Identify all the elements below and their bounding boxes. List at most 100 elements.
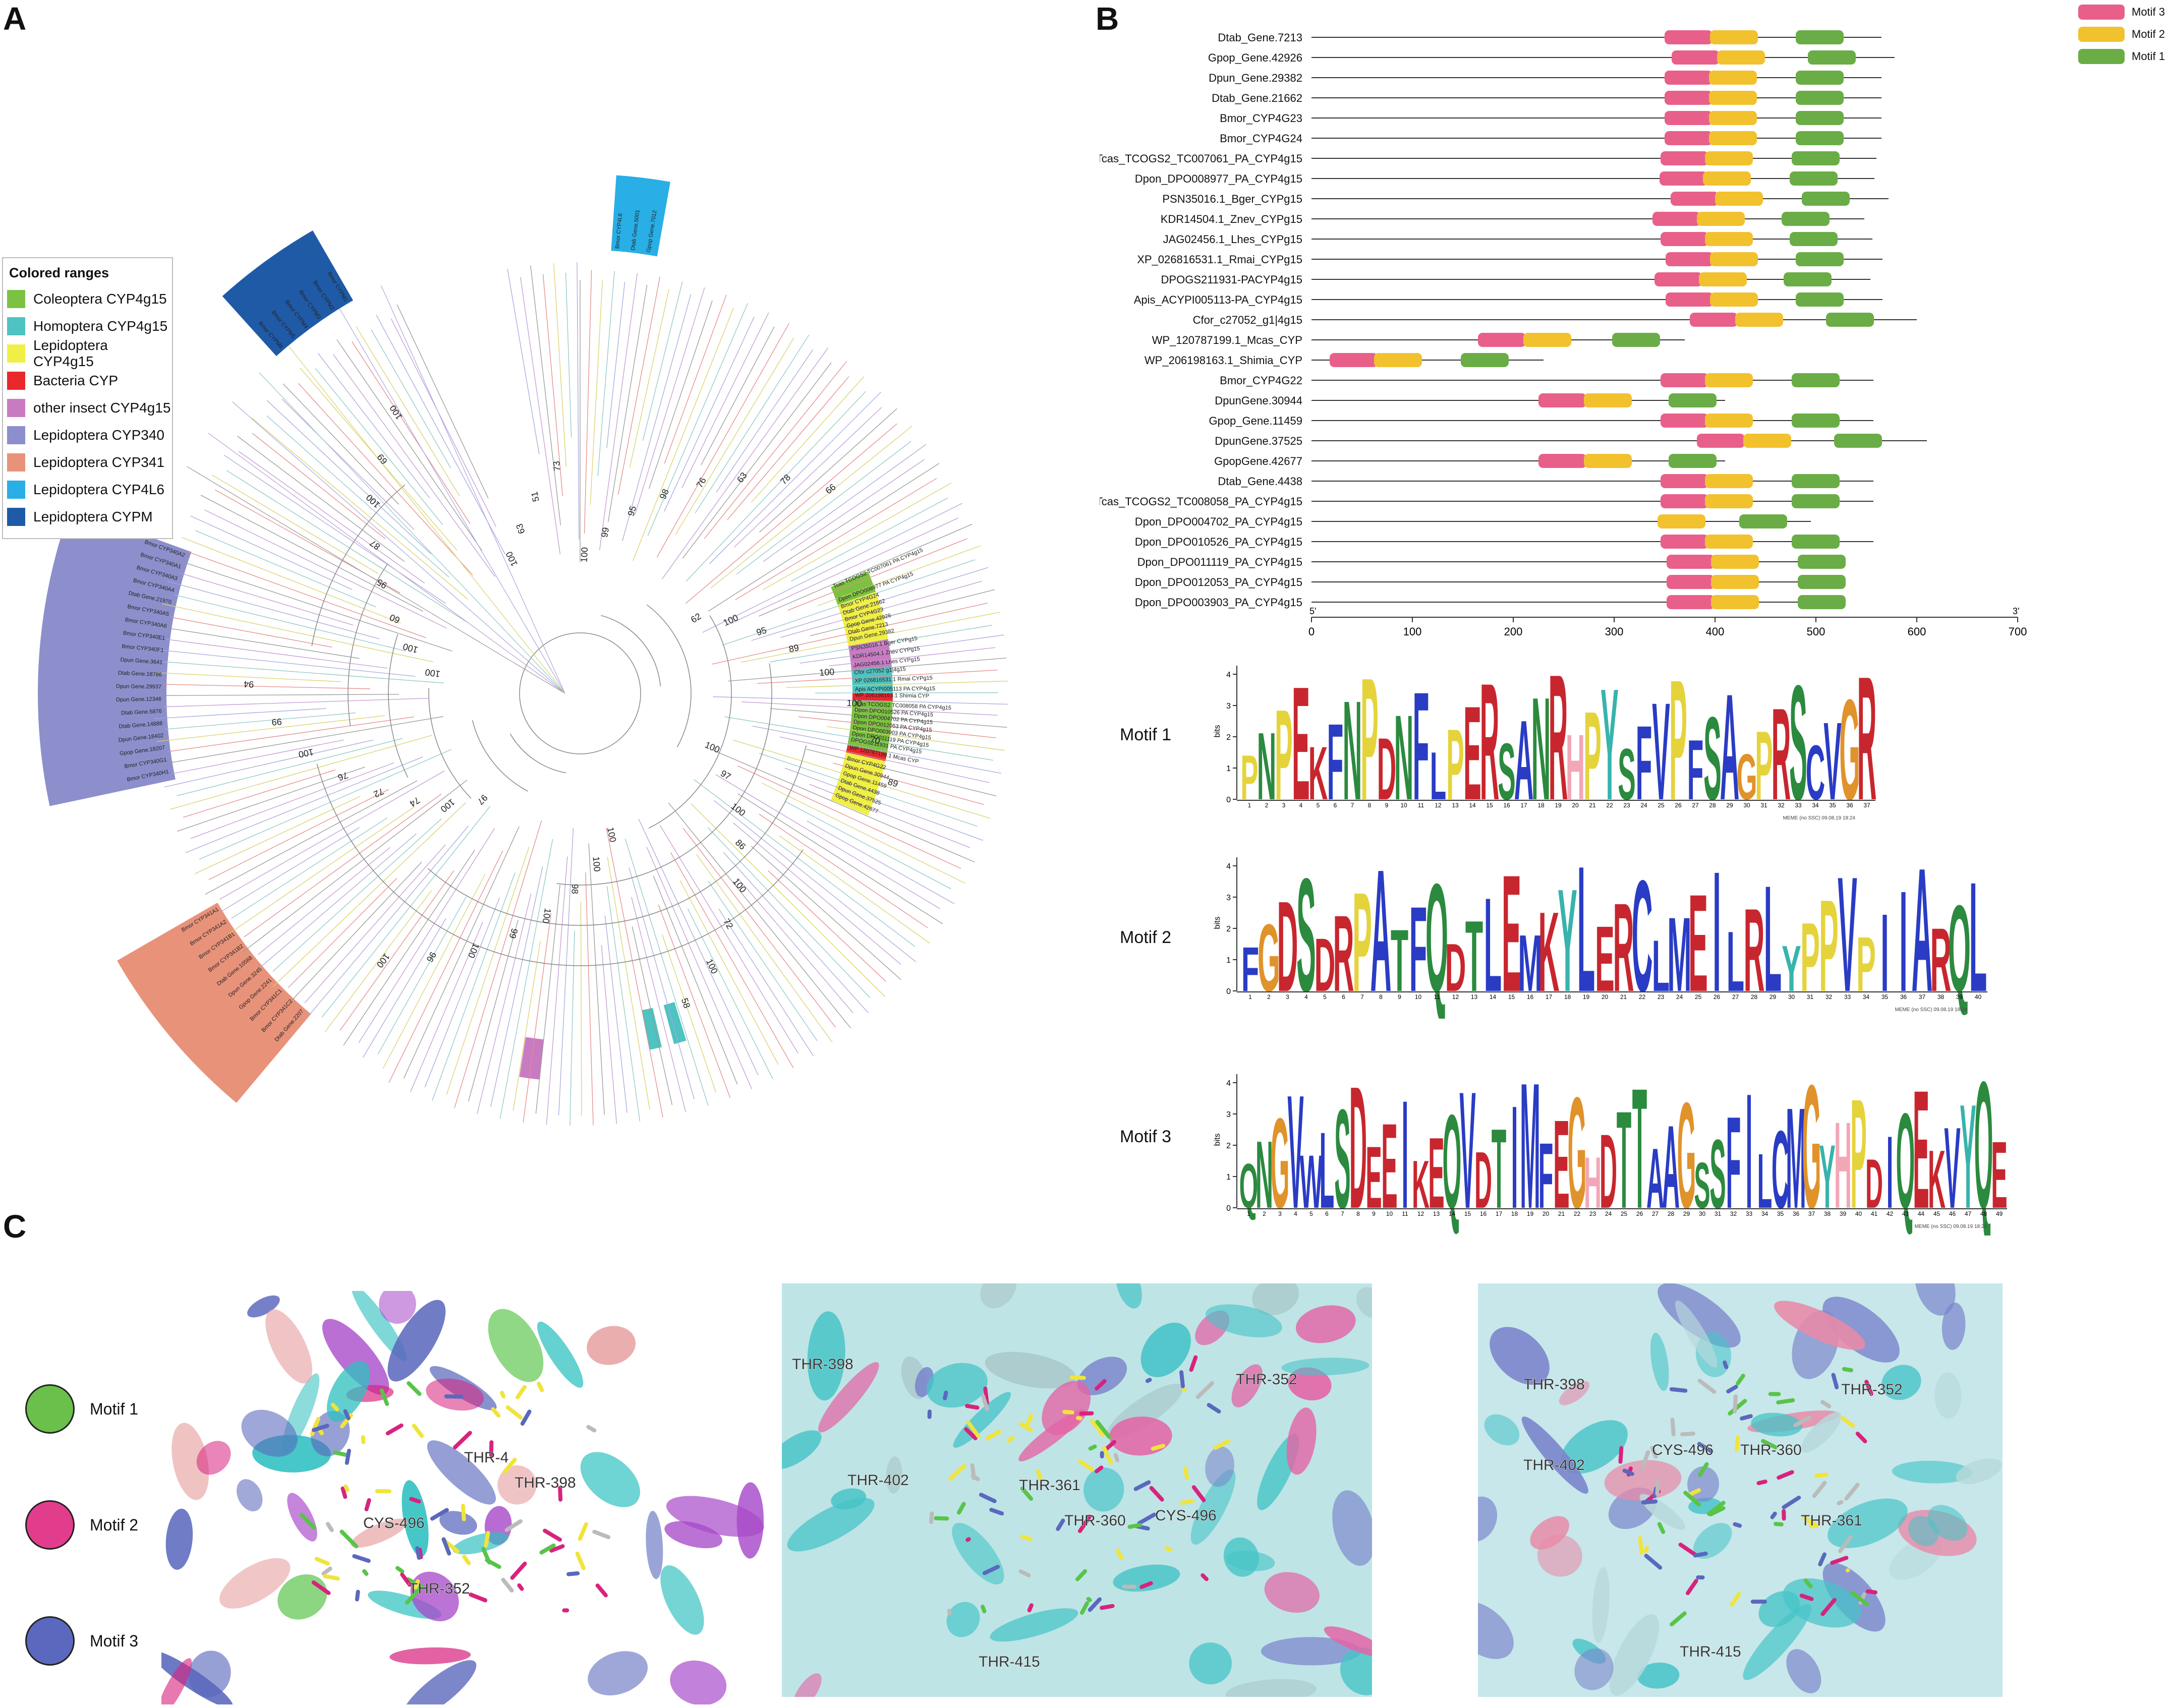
motif-box (1711, 575, 1759, 589)
tree-branch (727, 376, 849, 520)
logo-letter: D (1277, 875, 1298, 1019)
residue-stick (1127, 1523, 1143, 1529)
logo-position: 27 (1732, 993, 1739, 1000)
motif-box (1705, 474, 1753, 488)
tree-branch (656, 323, 789, 558)
bootstrap-value: 63 (735, 470, 749, 485)
gene-label: Dtab_Gene.7213 (1218, 31, 1302, 44)
logo-position: 22 (1639, 993, 1646, 1000)
motif-box (1705, 494, 1753, 508)
logo-letter: K (1308, 731, 1328, 815)
logo-letter: M (1518, 918, 1542, 1008)
tree-branch (707, 827, 871, 998)
residue-stick (1020, 1486, 1034, 1501)
bootstrap-value: 86 (733, 838, 748, 852)
residue-stick (1640, 1450, 1650, 1469)
logo-letter: P (1352, 863, 1372, 1019)
tree-branch (232, 401, 565, 694)
logo-position: 48 (1980, 1210, 1987, 1217)
bootstrap-value: 66 (823, 482, 837, 496)
tree-branch (162, 603, 434, 663)
residue-stick (1793, 1416, 1812, 1428)
residue-stick (364, 1498, 371, 1511)
tree-branch (807, 820, 955, 904)
axis-end-label: 3' (2013, 606, 2019, 616)
logo-letter: A (1371, 847, 1392, 1019)
tree-branch (780, 580, 982, 638)
residue-stick (948, 1463, 967, 1481)
residue-stick (517, 1583, 524, 1591)
bootstrap-value: 100 (704, 957, 720, 975)
residue-stick (332, 1450, 349, 1457)
tree-internal-arc (316, 763, 804, 966)
bootstrap-value: 87 (368, 538, 382, 552)
logo-position: 16 (1480, 1210, 1487, 1217)
logo-position: 40 (1855, 1210, 1862, 1217)
tree-branch (723, 852, 869, 1014)
logo-letter: H (1584, 1142, 1602, 1223)
tree-branch (339, 870, 454, 1031)
residue-stick (504, 1519, 523, 1532)
tree-branch (687, 908, 773, 1079)
motif-box (1705, 232, 1753, 246)
residue-stick (1095, 1420, 1112, 1439)
residue-stick (355, 1589, 360, 1602)
motif-legend-swatch (2078, 49, 2125, 64)
tree-branch (718, 909, 814, 1056)
residue-stick (502, 1457, 517, 1475)
logo-position: 29 (1683, 1210, 1690, 1217)
tree-branch (763, 444, 927, 562)
helix-ribbon (497, 1465, 537, 1505)
motif-box (1669, 393, 1717, 407)
helix-ribbon (782, 1430, 822, 1469)
logo-position: 36 (1900, 993, 1907, 1000)
bootstrap-value: 72 (372, 786, 386, 800)
tree-branch (735, 478, 937, 600)
tree-branch (690, 803, 886, 997)
residue-stick (1678, 1543, 1697, 1557)
gene-label: Dtab_Gene.4438 (1218, 475, 1302, 488)
tree-branch (622, 294, 692, 542)
tree-branch (590, 280, 603, 505)
legend-swatch (7, 399, 25, 417)
residue-stick (965, 1537, 971, 1542)
helix-ribbon (241, 1409, 298, 1457)
logo-letter: E (1991, 1122, 2007, 1228)
residue-label: THR-352 (409, 1580, 470, 1597)
motif-box (1654, 272, 1702, 286)
logo-position: 3 (1282, 802, 1286, 809)
residue-stick (1740, 1414, 1753, 1421)
logo-letter: E (1463, 678, 1481, 827)
gene-label: Dpon_DPO012053_PA_CYP4g15 (1135, 576, 1302, 588)
logo-letter: V (1823, 699, 1841, 823)
motif-box (1715, 192, 1763, 206)
tree-branch (632, 926, 673, 1105)
logo-y-tick-label: 2 (1226, 733, 1231, 742)
tree-branch (642, 281, 683, 441)
tree-branch (757, 670, 998, 684)
helix-ribbon (1574, 1648, 1614, 1690)
residue-stick (1726, 1385, 1738, 1394)
logo-position: 45 (1933, 1210, 1940, 1217)
logo-letter: A (1514, 696, 1533, 823)
logo-position: 21 (1589, 802, 1596, 809)
tree-branch (177, 767, 365, 832)
logo-letter: F (1687, 722, 1703, 817)
tree-branch (195, 530, 376, 608)
tree-branch (751, 376, 865, 503)
residue-stick (1730, 1592, 1741, 1607)
helix-ribbon (1231, 1364, 1263, 1407)
logo-position: 1 (1248, 993, 1252, 1000)
residue-stick (566, 1571, 580, 1576)
logo-letter: E (1381, 1098, 1397, 1233)
residue-stick (385, 1423, 404, 1436)
logo-position: 12 (1417, 1210, 1424, 1217)
tree-branch (779, 736, 989, 783)
tree-branch (631, 897, 686, 1112)
logo-label-motif1: Motif 1 (1120, 725, 1172, 744)
residue-stick (934, 1516, 949, 1521)
motif-box (1661, 494, 1708, 508)
logo-position: 22 (1606, 802, 1613, 809)
motif-legend-swatch (2078, 27, 2125, 42)
residue-stick (1688, 1488, 1701, 1497)
